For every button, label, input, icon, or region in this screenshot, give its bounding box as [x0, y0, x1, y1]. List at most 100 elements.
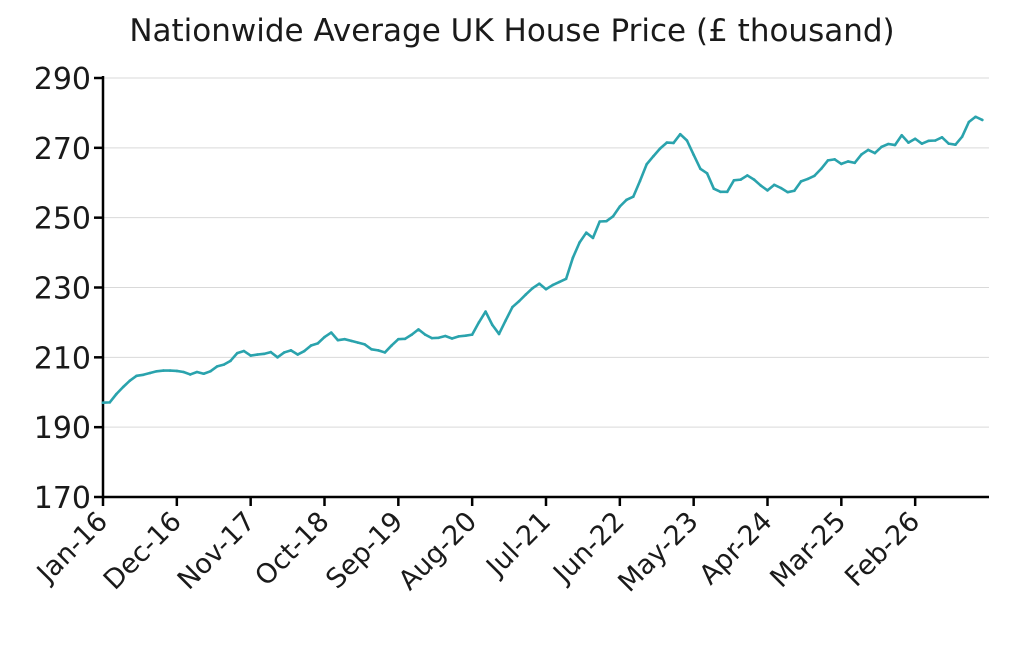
data-point [551, 283, 555, 287]
data-point [772, 183, 776, 187]
data-point [699, 167, 702, 171]
gridlines [103, 77, 989, 428]
y-tick-label: 250 [34, 202, 91, 237]
data-point [101, 401, 105, 405]
data-point [202, 372, 205, 376]
data-point [779, 186, 783, 190]
data-point [491, 323, 494, 327]
data-point [417, 328, 420, 331]
data-point [450, 337, 454, 340]
series-line [101, 115, 984, 405]
x-tick-label: May-23 [612, 506, 704, 598]
data-point [303, 349, 306, 353]
data-point [860, 153, 863, 156]
data-point [437, 336, 440, 340]
data-point [652, 154, 655, 158]
data-point [625, 198, 628, 202]
y-tick-label: 290 [34, 62, 91, 97]
data-point [826, 159, 830, 162]
data-point [638, 179, 642, 183]
data-point [544, 287, 548, 291]
data-point [323, 335, 326, 339]
data-point [289, 349, 293, 352]
x-tick-label: Dec-16 [98, 506, 188, 596]
y-tick-label: 210 [34, 341, 91, 376]
data-point [853, 161, 857, 165]
data-point [397, 337, 400, 341]
chart-title: Nationwide Average UK House Price (£ tho… [129, 13, 894, 49]
data-point [907, 141, 910, 144]
data-point [631, 195, 635, 199]
data-point [256, 353, 259, 356]
data-point [222, 363, 226, 366]
data-point [564, 277, 568, 281]
data-point [121, 385, 125, 389]
data-point [598, 220, 601, 223]
data-point [336, 338, 340, 342]
data-point [235, 351, 239, 355]
data-point [390, 344, 393, 347]
data-point [329, 331, 333, 334]
data-point [980, 118, 984, 122]
x-tick-label: Apr-24 [694, 506, 779, 591]
x-tick-label: Feb-26 [839, 506, 926, 593]
data-point [511, 305, 514, 309]
data-point [974, 115, 977, 119]
data-point [215, 365, 219, 368]
data-point [685, 139, 689, 142]
data-point [806, 177, 810, 181]
data-point [611, 214, 615, 218]
data-point [403, 337, 407, 341]
data-point [195, 370, 199, 374]
x-tick-label: Sep-19 [320, 506, 409, 595]
data-point [571, 256, 575, 260]
data-point [497, 332, 501, 336]
y-tick-label: 230 [34, 272, 91, 307]
data-point [578, 241, 581, 244]
data-point [504, 319, 508, 322]
data-point [343, 337, 346, 341]
data-point [175, 369, 179, 373]
data-point [866, 148, 870, 152]
data-point [786, 190, 789, 194]
data-point [793, 189, 796, 193]
data-point [356, 341, 360, 344]
data-point [913, 137, 917, 141]
data-point [363, 343, 367, 346]
data-point [705, 172, 709, 175]
data-point [376, 349, 380, 352]
data-point [249, 354, 252, 357]
data-point [148, 371, 152, 375]
data-point [276, 356, 279, 359]
data-point [282, 351, 286, 354]
data-point [128, 379, 132, 383]
data-point [262, 352, 266, 356]
data-point [464, 334, 467, 337]
data-point [960, 135, 964, 138]
y-tick-label: 170 [34, 481, 91, 516]
x-tick-label: Mar-25 [764, 506, 852, 594]
data-point [423, 333, 427, 336]
data-point [182, 370, 185, 374]
data-point [766, 189, 769, 192]
axes [94, 76, 989, 506]
data-point [517, 299, 521, 303]
data-point [618, 205, 622, 208]
data-point [947, 142, 951, 145]
data-point [665, 141, 669, 144]
data-point [584, 231, 588, 234]
data-point [712, 187, 716, 190]
data-point [229, 359, 232, 363]
data-point [732, 179, 736, 182]
data-point [477, 321, 481, 324]
data-point [430, 336, 434, 340]
data-point [410, 333, 414, 336]
data-point [524, 293, 528, 296]
data-point [605, 219, 608, 223]
x-tick-label: Jul-21 [479, 506, 557, 584]
series-layer [101, 115, 984, 405]
data-point [135, 374, 138, 378]
x-tick-label: Aug-20 [393, 506, 483, 596]
data-point [692, 153, 695, 157]
